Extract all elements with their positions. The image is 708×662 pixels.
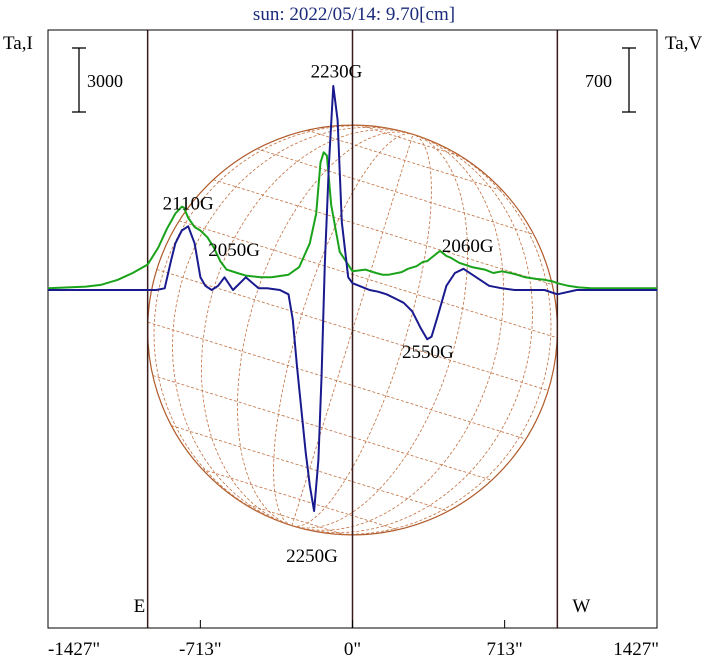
- chart-title: sun: 2022/05/14: 9.70[cm]: [253, 4, 455, 25]
- x-axis-ticks: -1427" -713" 0" 713" 1427": [47, 620, 659, 660]
- annotation-label: 2110G: [163, 193, 214, 214]
- x-tick-label: 713": [487, 639, 523, 660]
- scale-right-label: 700: [585, 71, 612, 91]
- longitude-line: [201, 129, 414, 527]
- longitude-line: [291, 133, 432, 527]
- limb-label-W: W: [572, 596, 590, 617]
- x-tick-label: 0": [344, 639, 361, 660]
- latitude-line: [171, 425, 449, 512]
- longitude-line: [172, 126, 414, 527]
- latitude-line: [256, 148, 534, 235]
- longitude-line: [153, 125, 414, 527]
- annotation-label: 2550G: [402, 342, 454, 363]
- annotation-label: 2050G: [208, 240, 260, 261]
- longitude-line: [291, 133, 468, 529]
- scale-left-label: 3000: [87, 71, 123, 91]
- longitude-line: [273, 133, 414, 527]
- annotation-label: 2250G: [286, 546, 338, 567]
- annotation-label: 2230G: [311, 62, 363, 83]
- series-lines: [47, 85, 657, 512]
- longitude-line: [237, 131, 414, 527]
- scale-bars: 3000 700: [72, 47, 636, 113]
- longitude-line: [291, 134, 414, 526]
- annotations: 2110G 2050G 2230G 2060G 2550G 2250G: [163, 62, 494, 568]
- annotation-label: 2060G: [442, 236, 494, 257]
- longitude-line: [291, 133, 533, 534]
- y-axis-label-right: Ta,V: [665, 33, 702, 54]
- y-axis-label-left: Ta,I: [3, 33, 33, 54]
- series-line-1: [48, 85, 657, 512]
- x-tick-label: -713": [179, 639, 222, 660]
- longitude-line: [291, 133, 504, 531]
- longitude-line: [291, 133, 552, 535]
- x-tick-label: -1427": [48, 639, 100, 660]
- x-tick-label: 1427": [613, 639, 659, 660]
- limb-label-E: E: [134, 596, 146, 617]
